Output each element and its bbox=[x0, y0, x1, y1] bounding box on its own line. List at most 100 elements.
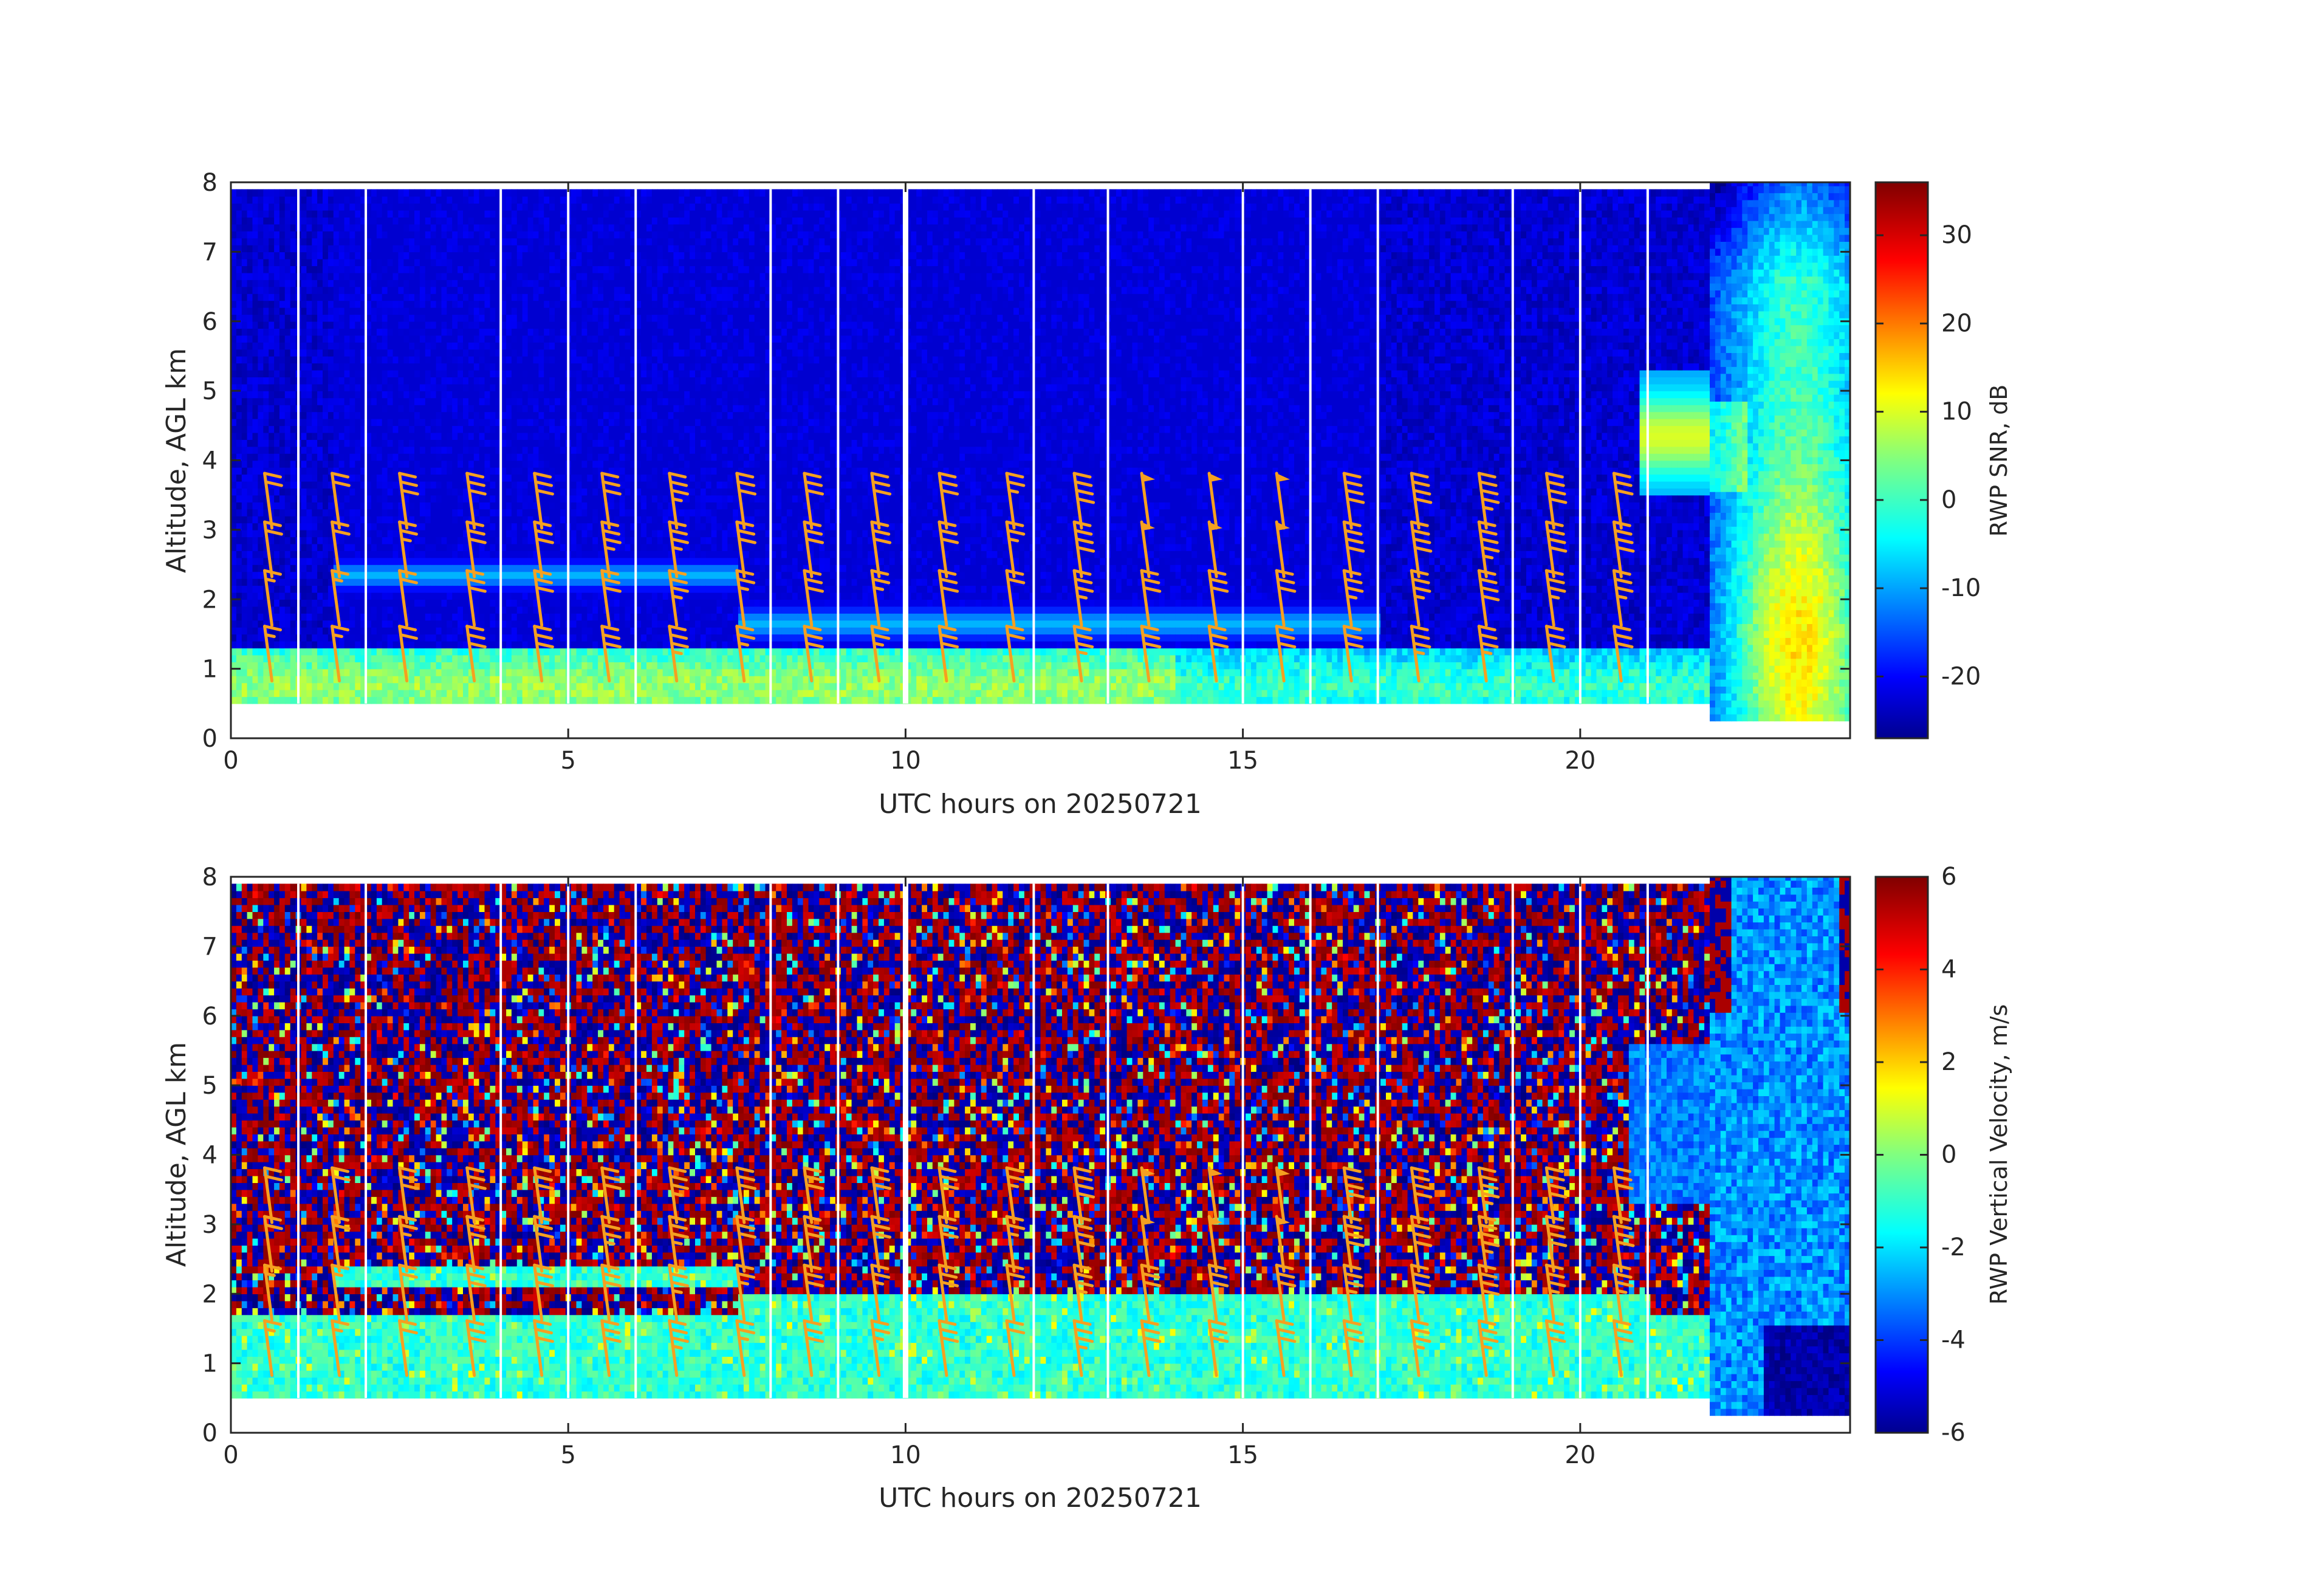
heatmap-cell bbox=[442, 551, 448, 558]
heatmap-cell bbox=[323, 453, 329, 461]
heatmap-cell bbox=[577, 516, 583, 523]
heatmap-cell bbox=[382, 439, 388, 447]
heatmap-cell bbox=[323, 599, 329, 606]
heatmap-cell bbox=[263, 335, 269, 343]
heatmap-cell bbox=[279, 363, 286, 370]
heatmap-cell bbox=[247, 224, 253, 232]
heatmap-cell bbox=[468, 245, 475, 252]
heatmap-cell bbox=[523, 523, 529, 530]
heatmap-cell bbox=[382, 224, 388, 232]
heatmap-cell bbox=[442, 377, 448, 384]
heatmap-cell bbox=[447, 335, 453, 343]
heatmap-cell bbox=[382, 551, 388, 558]
heatmap-cell bbox=[323, 648, 329, 655]
heatmap-cell bbox=[258, 439, 264, 447]
heatmap-cell bbox=[512, 196, 518, 204]
heatmap-cell bbox=[349, 613, 355, 620]
heatmap-cell bbox=[279, 551, 286, 558]
heatmap-cell bbox=[242, 189, 248, 196]
heatmap-cell bbox=[328, 245, 334, 252]
heatmap-cell bbox=[425, 696, 431, 704]
heatmap-cell bbox=[549, 314, 555, 321]
heatmap-cell bbox=[442, 391, 448, 398]
heatmap-cell bbox=[312, 606, 318, 614]
heatmap-cell bbox=[436, 447, 442, 454]
heatmap-cell bbox=[425, 238, 431, 245]
heatmap-cell bbox=[279, 516, 286, 523]
heatmap-cell bbox=[253, 411, 259, 419]
heatmap-cell bbox=[344, 620, 351, 628]
heatmap-cell bbox=[555, 398, 561, 405]
heatmap-cell bbox=[544, 447, 550, 454]
heatmap-cell bbox=[587, 544, 593, 551]
heatmap-cell bbox=[571, 551, 577, 558]
heatmap-cell bbox=[571, 578, 577, 586]
heatmap-cell bbox=[479, 342, 485, 349]
heatmap-cell bbox=[285, 189, 291, 196]
heatmap-cell bbox=[538, 419, 544, 426]
heatmap-cell bbox=[436, 314, 442, 321]
heatmap-cell bbox=[355, 662, 361, 669]
heatmap-cell bbox=[393, 189, 399, 196]
heatmap-cell bbox=[555, 314, 561, 321]
heatmap-cell bbox=[355, 696, 361, 704]
heatmap-cell bbox=[436, 502, 442, 509]
heatmap-cell bbox=[377, 606, 383, 614]
heatmap-cell bbox=[279, 217, 286, 224]
heatmap-cell bbox=[349, 370, 355, 377]
heatmap-cell bbox=[425, 606, 431, 614]
heatmap-cell bbox=[371, 405, 377, 412]
heatmap-cell bbox=[523, 488, 529, 495]
heatmap-cell bbox=[355, 523, 361, 530]
heatmap-cell bbox=[339, 592, 345, 600]
heatmap-cell bbox=[452, 252, 458, 259]
heatmap-cell bbox=[544, 606, 550, 614]
heatmap-cell bbox=[447, 238, 453, 245]
heatmap-cell bbox=[512, 287, 518, 294]
heatmap-cell bbox=[587, 599, 593, 606]
heatmap-cell bbox=[301, 217, 307, 224]
heatmap-cell bbox=[538, 217, 544, 224]
heatmap-cell bbox=[312, 523, 318, 530]
heatmap-cell bbox=[403, 439, 410, 447]
heatmap-cell bbox=[247, 599, 253, 606]
heatmap-cell bbox=[236, 398, 242, 405]
heatmap-cell bbox=[236, 419, 242, 426]
heatmap-cell bbox=[463, 217, 469, 224]
heatmap-cell bbox=[344, 613, 351, 620]
heatmap-cell bbox=[312, 238, 318, 245]
heatmap-cell bbox=[328, 231, 334, 238]
heatmap-cell bbox=[269, 683, 275, 690]
heatmap-cell bbox=[377, 217, 383, 224]
heatmap-cell bbox=[587, 453, 593, 461]
heatmap-cell bbox=[388, 481, 394, 489]
heatmap-cell bbox=[398, 439, 404, 447]
heatmap-cell bbox=[236, 377, 242, 384]
heatmap-cell bbox=[377, 196, 383, 204]
heatmap-cell bbox=[581, 391, 588, 398]
heatmap-cell bbox=[436, 453, 442, 461]
heatmap-cell bbox=[555, 606, 561, 614]
heatmap-cell bbox=[560, 669, 566, 676]
heatmap-cell bbox=[506, 585, 512, 592]
heatmap-cell bbox=[274, 252, 280, 259]
heatmap-cell bbox=[253, 606, 259, 614]
heatmap-cell bbox=[339, 231, 345, 238]
heatmap-cell bbox=[247, 196, 253, 204]
heatmap-cell bbox=[388, 669, 394, 676]
heatmap-cell bbox=[285, 217, 291, 224]
heatmap-cell bbox=[420, 238, 426, 245]
heatmap-cell bbox=[355, 210, 361, 218]
heatmap-cell bbox=[490, 224, 496, 232]
heatmap-cell bbox=[587, 391, 593, 398]
heatmap-cell bbox=[577, 293, 583, 301]
heatmap-cell bbox=[474, 655, 480, 662]
heatmap-cell bbox=[506, 523, 512, 530]
heatmap-cell bbox=[312, 592, 318, 600]
heatmap-cell bbox=[355, 238, 361, 245]
heatmap-cell bbox=[382, 488, 388, 495]
heatmap-cell bbox=[581, 210, 588, 218]
heatmap-cell bbox=[290, 495, 296, 503]
heatmap-cell bbox=[279, 196, 286, 204]
heatmap-cell bbox=[306, 509, 312, 516]
